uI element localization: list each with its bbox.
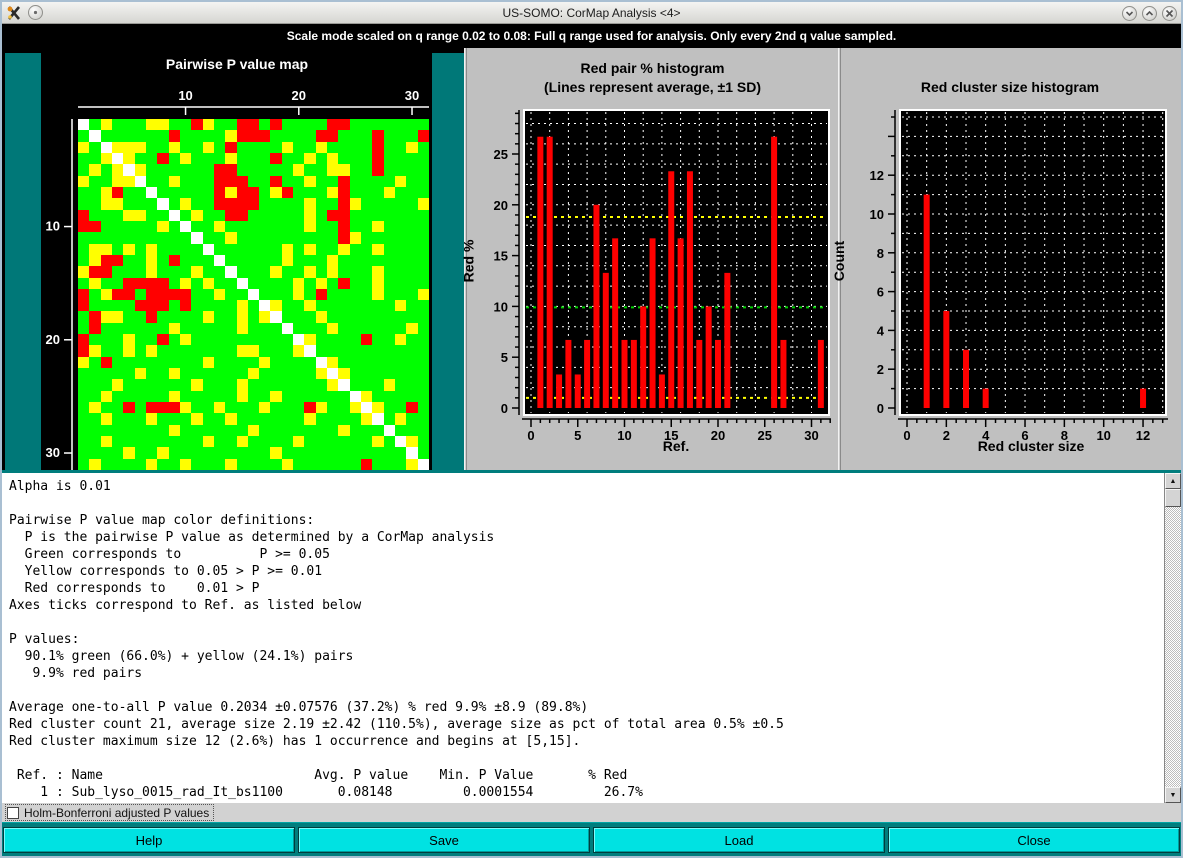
teal-strip-right bbox=[432, 53, 464, 470]
holm-bonferroni-checkbox[interactable] bbox=[7, 806, 19, 819]
titlebar: US-SOMO: CorMap Analysis <4> bbox=[2, 2, 1181, 24]
analysis-output-text[interactable]: Alpha is 0.01 Pairwise P value map color… bbox=[9, 479, 784, 800]
svg-text:2: 2 bbox=[943, 428, 950, 443]
svg-text:15: 15 bbox=[494, 249, 508, 264]
panel-splitter[interactable] bbox=[838, 48, 841, 470]
checkbox-row: Holm-Bonferroni adjusted P values bbox=[2, 803, 1181, 822]
scroll-thumb[interactable] bbox=[1165, 489, 1181, 507]
svg-text:20: 20 bbox=[711, 428, 725, 443]
svg-text:10: 10 bbox=[1096, 428, 1110, 443]
svg-text:5: 5 bbox=[501, 350, 508, 365]
svg-text:30: 30 bbox=[46, 445, 60, 460]
load-button[interactable]: Load bbox=[593, 827, 885, 853]
svg-text:10: 10 bbox=[46, 219, 60, 234]
svg-text:10: 10 bbox=[617, 428, 631, 443]
svg-text:15: 15 bbox=[664, 428, 678, 443]
svg-text:2: 2 bbox=[877, 362, 884, 377]
svg-text:0: 0 bbox=[903, 428, 910, 443]
button-bar: Help Save Load Close bbox=[2, 822, 1181, 856]
svg-text:0: 0 bbox=[877, 401, 884, 416]
holm-bonferroni-label: Holm-Bonferroni adjusted P values bbox=[24, 805, 210, 820]
window-title: US-SOMO: CorMap Analysis <4> bbox=[502, 5, 681, 20]
plots-area: Pairwise P value map 10 10 20 20 30 30 Red pa… bbox=[2, 48, 1181, 470]
close-icon bbox=[1165, 9, 1174, 18]
red-cluster-histogram-title: Red cluster size histogram bbox=[920, 79, 1100, 95]
svg-text:20: 20 bbox=[494, 198, 508, 213]
svg-text:0: 0 bbox=[501, 401, 508, 416]
svg-text:20: 20 bbox=[46, 332, 60, 347]
red-cluster-x-axis-label: Red cluster size bbox=[977, 438, 1085, 454]
chevron-up-icon bbox=[1145, 9, 1154, 18]
svg-text:25: 25 bbox=[494, 147, 508, 162]
red-pair-x-axis-label: Ref. bbox=[662, 438, 690, 454]
red-pair-histogram-subtitle: (Lines represent average, ±1 SD) bbox=[544, 79, 761, 95]
svg-text:6: 6 bbox=[1021, 428, 1028, 443]
svg-text:12: 12 bbox=[870, 168, 884, 183]
help-button[interactable]: Help bbox=[3, 827, 295, 853]
svg-text:12: 12 bbox=[1136, 428, 1150, 443]
svg-text:30: 30 bbox=[405, 88, 419, 103]
vertical-scrollbar: ▲ ▼ bbox=[1164, 473, 1181, 803]
sticky-button[interactable] bbox=[28, 5, 43, 20]
pvalue-heatmap bbox=[78, 119, 429, 470]
app-icon[interactable] bbox=[6, 5, 22, 21]
red-pair-histogram-title: Red pair % histogram bbox=[580, 60, 725, 76]
svg-text:4: 4 bbox=[982, 428, 990, 443]
svg-text:8: 8 bbox=[1061, 428, 1068, 443]
minimize-button[interactable] bbox=[1122, 5, 1137, 21]
red-pair-histogram-plot: 0 5 10 15 20 25 0 5 10 15 20 25 30 bbox=[494, 109, 831, 443]
map-title: Pairwise P value map bbox=[165, 56, 309, 72]
svg-text:10: 10 bbox=[494, 299, 508, 314]
svg-text:8: 8 bbox=[877, 246, 884, 261]
red-pair-histogram-panel: Red pair % histogram (Lines represent av… bbox=[460, 48, 838, 470]
close-window-button[interactable]: Close bbox=[888, 827, 1180, 853]
svg-text:4: 4 bbox=[877, 323, 885, 338]
panel-splitter[interactable] bbox=[464, 48, 467, 470]
svg-text:0: 0 bbox=[527, 428, 534, 443]
svg-text:25: 25 bbox=[758, 428, 772, 443]
svg-text:20: 20 bbox=[292, 88, 306, 103]
red-cluster-histogram-panel: Red cluster size histogram Count Red clu… bbox=[831, 48, 1179, 470]
svg-text:10: 10 bbox=[870, 207, 884, 222]
svg-text:30: 30 bbox=[804, 428, 818, 443]
scroll-down-button[interactable]: ▼ bbox=[1165, 787, 1181, 803]
svg-text:10: 10 bbox=[178, 88, 192, 103]
analysis-output-row: Alpha is 0.01 Pairwise P value map color… bbox=[2, 470, 1181, 803]
save-button[interactable]: Save bbox=[298, 827, 590, 853]
teal-strip-left bbox=[5, 53, 41, 470]
scale-mode-banner: Scale mode scaled on q range 0.02 to 0.0… bbox=[2, 24, 1181, 48]
svg-text:5: 5 bbox=[574, 428, 581, 443]
holm-bonferroni-focus-frame: Holm-Bonferroni adjusted P values bbox=[5, 804, 215, 821]
close-button[interactable] bbox=[1162, 5, 1177, 21]
pairwise-pvalue-map-panel: Pairwise P value map 10 10 20 20 30 30 bbox=[2, 48, 464, 470]
chevron-down-icon bbox=[1125, 9, 1134, 18]
scroll-track[interactable] bbox=[1165, 507, 1181, 787]
scroll-up-button[interactable]: ▲ bbox=[1165, 473, 1181, 489]
maximize-button[interactable] bbox=[1142, 5, 1157, 21]
red-cluster-histogram-plot: 0 2 4 6 8 10 12 0 2 4 6 8 10 12 bbox=[870, 109, 1168, 443]
svg-text:6: 6 bbox=[877, 285, 884, 300]
